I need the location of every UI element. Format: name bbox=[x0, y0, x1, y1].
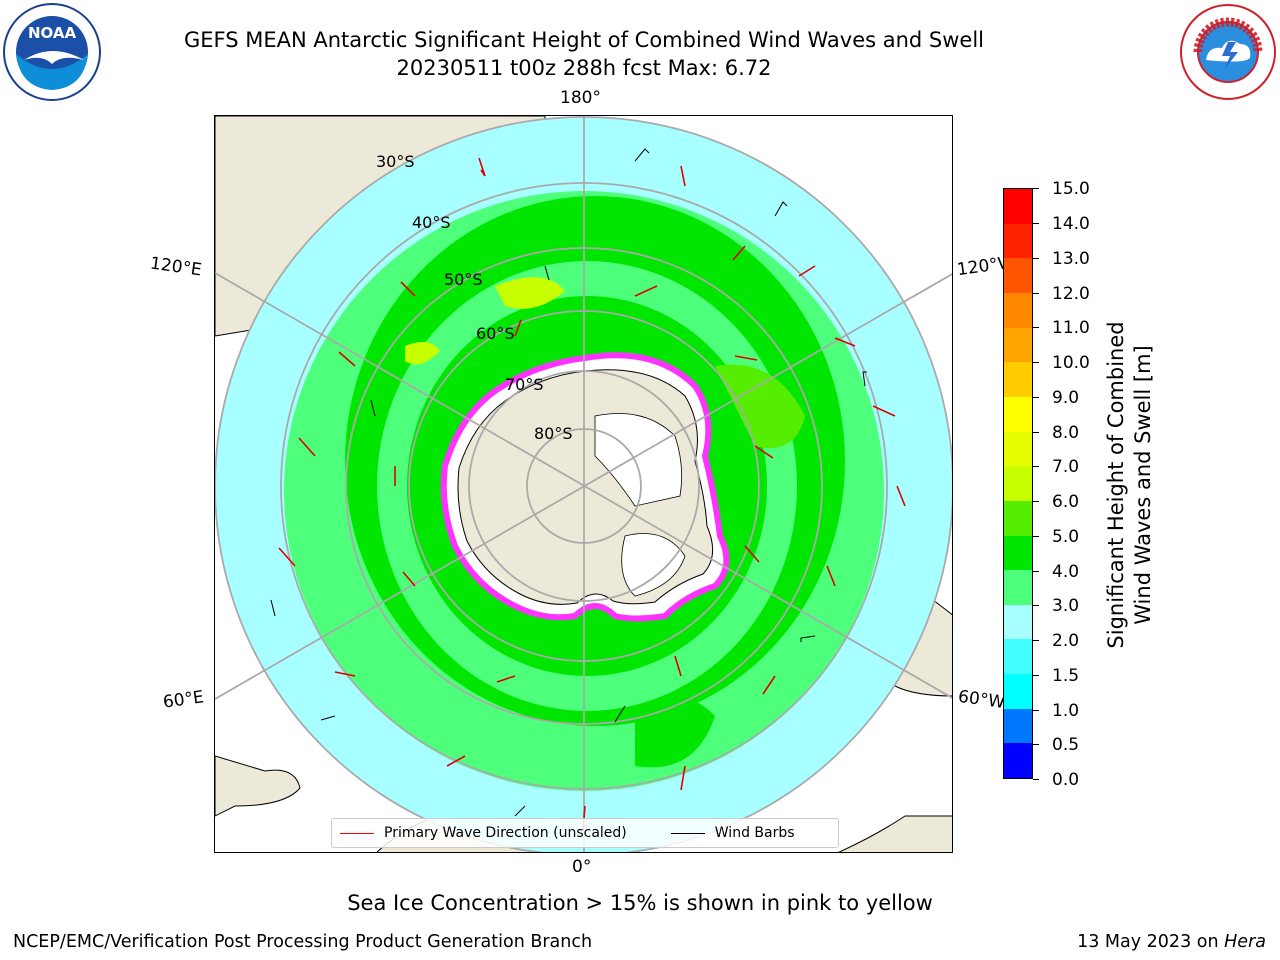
colorbar-tick bbox=[1033, 223, 1039, 224]
wave-arrows bbox=[278, 157, 906, 831]
colorbar-tick bbox=[1033, 605, 1039, 606]
colorbar-tick-label: 15.0 bbox=[1052, 179, 1090, 199]
colorbar-tick-label: 0.5 bbox=[1052, 735, 1080, 755]
lat-label-40s: 40°S bbox=[412, 213, 451, 232]
colorbar-swatch bbox=[1004, 258, 1032, 294]
colorbar-tick-label: 4.0 bbox=[1052, 562, 1080, 582]
colorbar-tick-label: 9.0 bbox=[1052, 388, 1080, 408]
colorbar-swatch bbox=[1004, 466, 1032, 501]
colorbar-tick-label: 14.0 bbox=[1052, 214, 1090, 234]
colorbar-tick-label: 11.0 bbox=[1052, 318, 1090, 338]
noaa-logo-text: NOAA bbox=[28, 24, 77, 42]
footer-date-text: 13 May 2023 on bbox=[1077, 932, 1225, 952]
colorbar-tick bbox=[1033, 571, 1039, 572]
colorbar-title-line2: Wind Waves and Swell [m] bbox=[1131, 345, 1155, 625]
legend-item-wind-barbs: Wind Barbs bbox=[663, 825, 795, 841]
footer-producer: NCEP/EMC/Verification Post Processing Pr… bbox=[13, 932, 593, 952]
colorbar-swatch bbox=[1004, 293, 1032, 328]
colorbar-swatch bbox=[1004, 327, 1032, 363]
legend-red-line bbox=[340, 832, 374, 834]
legend-black-line bbox=[670, 832, 705, 834]
map-title-line2: 20230511 t00z 288h fcst Max: 6.72 bbox=[396, 56, 772, 80]
colorbar-tick-label: 0.0 bbox=[1052, 770, 1080, 790]
sea-ice-note: Sea Ice Concentration > 15% is shown in … bbox=[347, 891, 933, 915]
colorbar-tick bbox=[1033, 466, 1039, 467]
footer-host: Hera bbox=[1224, 932, 1266, 952]
colorbar-tick bbox=[1033, 188, 1039, 189]
colorbar-tick-label: 5.0 bbox=[1052, 527, 1080, 547]
colorbar-swatch bbox=[1004, 362, 1032, 397]
lat-label-30s: 30°S bbox=[376, 152, 415, 171]
lat-label-70s: 70°S bbox=[505, 375, 544, 394]
lon-label-lower-left: 60°E bbox=[161, 687, 206, 713]
colorbar-swatch bbox=[1004, 570, 1032, 605]
colorbar-swatch bbox=[1004, 535, 1032, 571]
colorbar-tick-label: 3.0 bbox=[1052, 596, 1080, 616]
colorbar-tick bbox=[1033, 536, 1039, 537]
polar-map bbox=[214, 115, 953, 853]
colorbar-tick bbox=[1033, 744, 1039, 745]
lon-label-lower-right: 60°W bbox=[956, 686, 1007, 714]
colorbar-swatch bbox=[1004, 189, 1032, 224]
lon-label-top: 180° bbox=[560, 88, 601, 108]
colorbar-tick-label: 7.0 bbox=[1052, 457, 1080, 477]
lat-label-50s: 50°S bbox=[444, 270, 483, 289]
legend-item-wave-direction: Primary Wave Direction (unscaled) bbox=[332, 825, 627, 841]
colorbar-tick-label: 1.5 bbox=[1052, 666, 1080, 686]
colorbar-swatch bbox=[1004, 743, 1032, 778]
colorbar-tick bbox=[1033, 293, 1039, 294]
lon-label-bottom: 0° bbox=[572, 857, 592, 877]
colorbar-tick-label: 2.0 bbox=[1052, 631, 1080, 651]
colorbar-tick-label: 8.0 bbox=[1052, 423, 1080, 443]
colorbar bbox=[1003, 188, 1033, 779]
legend-label-wave-direction: Primary Wave Direction (unscaled) bbox=[384, 825, 627, 841]
colorbar-tick bbox=[1033, 675, 1039, 676]
legend-label-wind-barbs: Wind Barbs bbox=[714, 825, 795, 841]
colorbar-tick-label: 10.0 bbox=[1052, 353, 1090, 373]
colorbar-tick bbox=[1033, 432, 1039, 433]
colorbar-tick bbox=[1033, 362, 1039, 363]
colorbar-tick-label: 1.0 bbox=[1052, 701, 1080, 721]
lat-label-60s: 60°S bbox=[476, 324, 515, 343]
colorbar-swatch bbox=[1004, 431, 1032, 467]
colorbar-tick bbox=[1033, 397, 1039, 398]
colorbar-tick bbox=[1033, 710, 1039, 711]
colorbar-tick-label: 12.0 bbox=[1052, 284, 1090, 304]
colorbar-tick bbox=[1033, 501, 1039, 502]
footer-date: 13 May 2023 on Hera bbox=[1077, 932, 1266, 952]
colorbar-swatch bbox=[1004, 604, 1032, 640]
noaa-logo: NOAA bbox=[2, 2, 102, 102]
colorbar-swatch bbox=[1004, 396, 1032, 432]
colorbar-swatch bbox=[1004, 674, 1032, 709]
colorbar-swatch bbox=[1004, 500, 1032, 536]
colorbar-tick bbox=[1033, 327, 1039, 328]
lat-label-80s: 80°S bbox=[534, 424, 573, 443]
lon-label-upper-left: 120°E bbox=[148, 253, 203, 281]
map-title-line1: GEFS MEAN Antarctic Significant Height o… bbox=[183, 28, 985, 52]
colorbar-tick-label: 6.0 bbox=[1052, 492, 1080, 512]
map-canvas bbox=[215, 116, 952, 852]
colorbar-swatch bbox=[1004, 708, 1032, 744]
colorbar-tick bbox=[1033, 779, 1039, 780]
colorbar-title-line1: Significant Height of Combined bbox=[1104, 321, 1128, 649]
nws-logo bbox=[1178, 2, 1278, 102]
colorbar-title: Significant Height of Combined Wind Wave… bbox=[1103, 321, 1157, 648]
colorbar-swatch bbox=[1004, 223, 1032, 259]
colorbar-swatch bbox=[1004, 639, 1032, 675]
wind-barbs bbox=[270, 148, 867, 817]
map-legend: Primary Wave Direction (unscaled) Wind B… bbox=[331, 818, 839, 848]
colorbar-tick bbox=[1033, 640, 1039, 641]
colorbar-tick-label: 13.0 bbox=[1052, 249, 1090, 269]
lon-label-upper-right: 120°W bbox=[955, 253, 1007, 281]
colorbar-tick bbox=[1033, 258, 1039, 259]
